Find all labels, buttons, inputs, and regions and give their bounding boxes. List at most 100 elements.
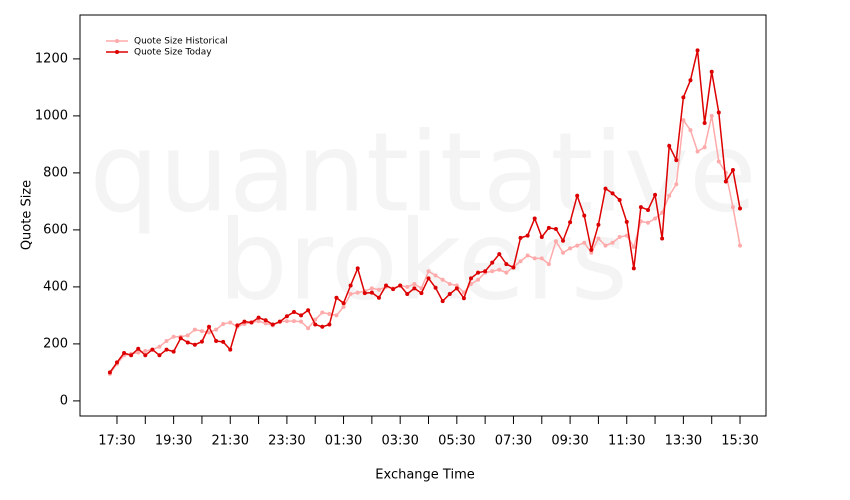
- point: [157, 344, 162, 349]
- x-tick-label: 09:30: [551, 434, 588, 449]
- point: [157, 353, 162, 358]
- watermark: quantitative: [89, 108, 756, 236]
- x-axis-label: Exchange Time: [375, 468, 474, 483]
- point: [702, 145, 707, 150]
- point: [596, 222, 601, 227]
- legend-marker: [115, 50, 119, 54]
- point: [511, 265, 516, 270]
- point: [561, 238, 566, 243]
- point: [164, 347, 169, 352]
- y-axis-label: Quote Size: [20, 180, 35, 250]
- point: [575, 193, 580, 198]
- point: [348, 292, 353, 297]
- point: [348, 283, 353, 288]
- point: [589, 247, 594, 252]
- point: [709, 113, 714, 118]
- point: [355, 290, 360, 295]
- point: [660, 236, 665, 241]
- point: [546, 262, 551, 267]
- point: [568, 246, 573, 251]
- point: [376, 295, 381, 300]
- point: [419, 286, 424, 291]
- point: [645, 220, 650, 225]
- point: [681, 118, 686, 123]
- x-tick-label: 01:30: [325, 434, 362, 449]
- point: [638, 205, 643, 210]
- point: [369, 286, 374, 291]
- x-tick-label: 23:30: [268, 434, 305, 449]
- point: [688, 128, 693, 133]
- point: [525, 233, 530, 238]
- point: [207, 330, 212, 335]
- point: [681, 95, 686, 100]
- point: [291, 309, 296, 314]
- y-tick-label: 600: [43, 222, 68, 237]
- point: [589, 250, 594, 255]
- point: [284, 319, 289, 324]
- point: [185, 340, 190, 345]
- point: [525, 253, 530, 258]
- point: [235, 323, 240, 328]
- point: [553, 227, 558, 232]
- point: [221, 321, 226, 326]
- point: [405, 284, 410, 289]
- x-tick-label: 21:30: [212, 434, 249, 449]
- point: [738, 206, 743, 211]
- point: [256, 319, 261, 324]
- point: [497, 252, 502, 257]
- series-line: [109, 50, 741, 373]
- point: [653, 216, 658, 221]
- point: [412, 282, 417, 287]
- point: [546, 225, 551, 230]
- point: [497, 267, 502, 272]
- point: [504, 262, 509, 267]
- point: [327, 322, 332, 327]
- point: [299, 313, 304, 318]
- point: [419, 291, 424, 296]
- point: [192, 327, 197, 332]
- point: [327, 311, 332, 316]
- point: [341, 301, 346, 306]
- point: [667, 143, 672, 148]
- point: [114, 360, 119, 365]
- point: [610, 191, 615, 196]
- point: [653, 192, 658, 197]
- point: [143, 349, 148, 354]
- point: [143, 353, 148, 358]
- point: [136, 346, 141, 351]
- x-tick-label: 07:30: [495, 434, 532, 449]
- point: [313, 322, 318, 327]
- point: [136, 350, 141, 355]
- point: [518, 259, 523, 264]
- x-tick-label: 05:30: [438, 434, 475, 449]
- point: [539, 256, 544, 261]
- point: [695, 48, 700, 53]
- point: [313, 317, 318, 322]
- point: [631, 244, 636, 249]
- point: [674, 158, 679, 163]
- x-tick-label: 17:30: [98, 434, 135, 449]
- point: [468, 276, 473, 281]
- point: [454, 286, 459, 291]
- point: [242, 319, 247, 324]
- point: [171, 349, 176, 354]
- point: [490, 260, 495, 265]
- point: [483, 269, 488, 274]
- point: [178, 336, 183, 341]
- y-tick-label: 400: [43, 279, 68, 294]
- point: [376, 287, 381, 292]
- point: [164, 339, 169, 344]
- legend-label: Quote Size Historical: [134, 37, 228, 47]
- point: [532, 256, 537, 261]
- point: [107, 370, 112, 375]
- x-tick-label: 15:30: [721, 434, 758, 449]
- point: [263, 321, 268, 326]
- point: [334, 295, 339, 300]
- y-tick-label: 0: [60, 393, 68, 408]
- point: [320, 324, 325, 329]
- point: [426, 269, 431, 274]
- point: [362, 291, 367, 296]
- point: [284, 314, 289, 319]
- point: [405, 292, 410, 297]
